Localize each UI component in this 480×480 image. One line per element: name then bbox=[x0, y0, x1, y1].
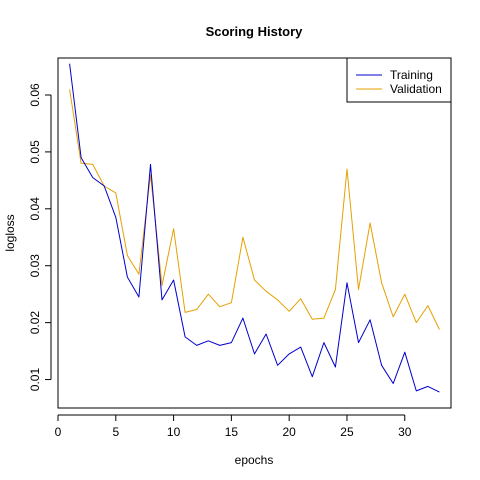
x-tick-label: 10 bbox=[167, 425, 181, 439]
series-line-validation bbox=[69, 89, 440, 330]
legend-box bbox=[346, 57, 452, 103]
x-tick-label: 0 bbox=[55, 425, 62, 439]
y-tick-label: 0.04 bbox=[28, 197, 42, 221]
x-tick-label: 20 bbox=[282, 425, 296, 439]
y-tick-label: 0.01 bbox=[28, 368, 42, 392]
x-tick-label: 25 bbox=[340, 425, 354, 439]
y-axis-label: logloss bbox=[3, 214, 17, 251]
y-tick-label: 0.02 bbox=[28, 311, 42, 335]
x-axis-label: epochs bbox=[235, 453, 274, 467]
series-line-training bbox=[69, 63, 440, 393]
y-tick-label: 0.06 bbox=[28, 83, 42, 107]
chart-title: Scoring History bbox=[206, 24, 304, 39]
y-tick-label: 0.03 bbox=[28, 254, 42, 278]
legend: Training Validation bbox=[346, 57, 452, 103]
y-axis: 0.01 0.02 0.03 0.04 0.05 0.06 bbox=[28, 83, 52, 392]
series-group bbox=[69, 63, 440, 393]
plot-box bbox=[57, 57, 452, 409]
x-tick-label: 30 bbox=[398, 425, 412, 439]
x-tick-label: 15 bbox=[225, 425, 239, 439]
y-tick-label: 0.05 bbox=[28, 140, 42, 164]
legend-label-validation: Validation bbox=[390, 82, 442, 96]
x-tick-label: 5 bbox=[112, 425, 119, 439]
legend-label-training: Training bbox=[390, 68, 433, 82]
x-axis: 0 5 10 15 20 25 30 bbox=[55, 414, 412, 439]
